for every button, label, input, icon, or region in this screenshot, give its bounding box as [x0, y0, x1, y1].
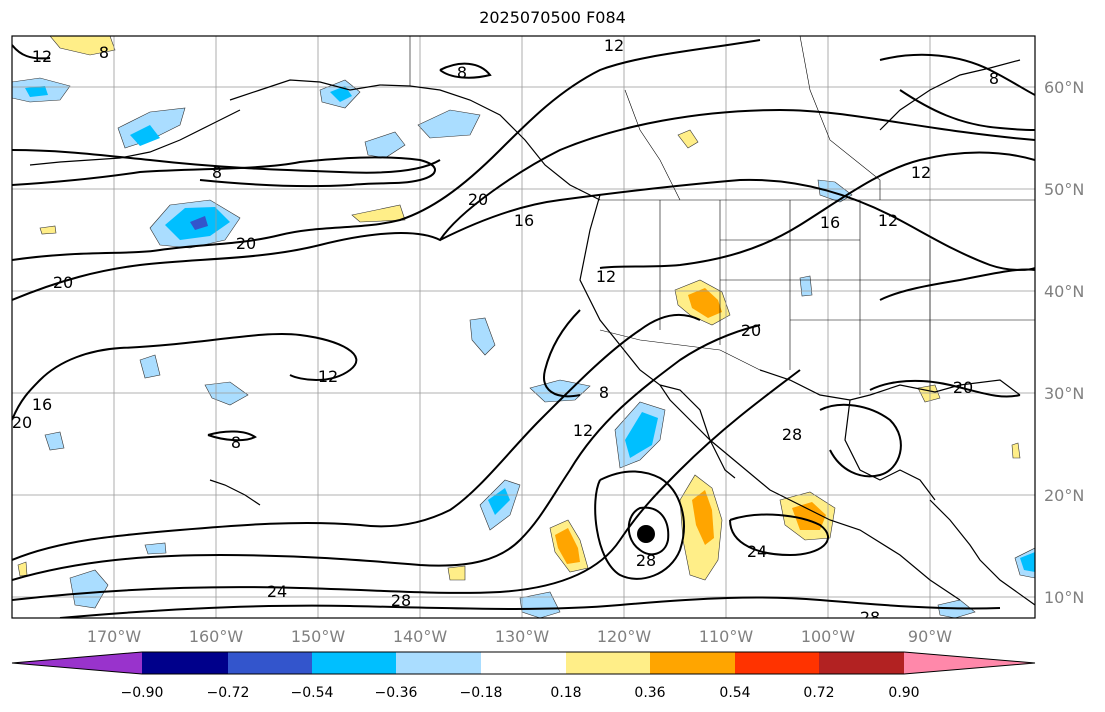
contour-label: 28	[391, 591, 411, 610]
contour-label: 20	[953, 378, 973, 397]
contour-label: 28	[860, 608, 880, 627]
contour-label: 12	[596, 267, 616, 286]
contour-label: 12	[911, 163, 931, 182]
contour-label: 12	[318, 367, 338, 386]
colorbar-segment	[312, 652, 396, 674]
lon-label: 90°W	[908, 627, 952, 646]
contour-label: 20	[741, 321, 761, 340]
colorbar-tick: 0.18	[550, 685, 581, 701]
contour-label: 8	[599, 383, 609, 402]
political-borders	[409, 36, 1035, 395]
longitude-labels: 170°W 160°W 150°W 140°W 130°W 120°W 110°…	[87, 627, 952, 646]
colorbar-min-extend	[12, 652, 142, 674]
map-title: 2025070500 F084	[479, 8, 626, 27]
contour-label: 8	[212, 163, 222, 182]
lat-label: 10°N	[1044, 588, 1084, 607]
colorbar-segment	[396, 652, 481, 674]
storm-center-marker	[637, 525, 655, 543]
coastlines	[29, 59, 1035, 606]
contour-label: 20	[12, 413, 32, 432]
colorbar-tick: −0.36	[375, 685, 418, 701]
lat-label: 20°N	[1044, 486, 1084, 505]
colorbar-segment	[481, 652, 566, 674]
colorbar-max-extend	[904, 652, 1035, 674]
contour-label: 12	[878, 211, 898, 230]
lon-label: 120°W	[597, 627, 652, 646]
contour-label: 24	[747, 542, 767, 561]
lat-label: 40°N	[1044, 282, 1084, 301]
contour-label-group: 12 8 8 12 8 20 20 16 12 16 12 12 20 12 8…	[12, 36, 999, 627]
lon-label: 170°W	[87, 627, 142, 646]
contour-lines	[12, 39, 1035, 618]
colorbar-tick: 0.90	[888, 685, 919, 701]
colorbar-outline	[11, 651, 1036, 675]
lat-label: 50°N	[1044, 180, 1084, 199]
colorbar-tick: 0.72	[803, 685, 834, 701]
colorbar-segment	[566, 652, 650, 674]
contour-label: 16	[514, 211, 534, 230]
colorbar-tick: 0.36	[634, 685, 665, 701]
colorbar-segment	[735, 652, 819, 674]
contour-label: 20	[236, 234, 256, 253]
lon-label: 140°W	[393, 627, 448, 646]
lon-label: 150°W	[291, 627, 346, 646]
contour-label: 8	[989, 69, 999, 88]
contour-label: 8	[231, 433, 241, 452]
lon-label: 100°W	[801, 627, 856, 646]
contour-label: 8	[457, 63, 467, 82]
contour-label: 12	[573, 421, 593, 440]
graticule	[12, 36, 1035, 618]
contour-label: 24	[267, 582, 287, 601]
lon-label: 110°W	[699, 627, 754, 646]
contour-label: 28	[782, 425, 802, 444]
lat-label: 30°N	[1044, 384, 1084, 403]
colorbar-segment	[819, 652, 904, 674]
strong-positive-shading	[555, 288, 826, 564]
contour-label: 16	[820, 213, 840, 232]
lat-label: 60°N	[1044, 78, 1084, 97]
contour-label: 20	[53, 273, 73, 292]
contour-label: 20	[468, 190, 488, 209]
colorbar-tick: −0.90	[121, 685, 164, 701]
colorbar-ticks: −0.90 −0.72 −0.54 −0.36 −0.18 0.18 0.36 …	[121, 685, 920, 701]
colorbar-tick: −0.18	[460, 685, 503, 701]
contour-label: 8	[99, 43, 109, 62]
colorbar-tick: −0.72	[207, 685, 250, 701]
colorbar-segment	[650, 652, 735, 674]
contour-label: 12	[604, 36, 624, 55]
lon-label: 130°W	[495, 627, 550, 646]
deep-negative-shading	[190, 216, 208, 230]
colorbar-tick: −0.54	[291, 685, 334, 701]
colorbar	[11, 651, 1036, 675]
latitude-labels: 60°N 50°N 40°N 30°N 20°N 10°N	[1044, 78, 1084, 607]
map-area	[12, 36, 1035, 618]
contour-label: 28	[636, 551, 656, 570]
colorbar-tick: 0.54	[719, 685, 750, 701]
colorbar-segment	[228, 652, 312, 674]
map-frame	[11, 35, 1036, 619]
colorbar-segment	[142, 652, 228, 674]
contour-label: 16	[32, 395, 52, 414]
lon-label: 160°W	[189, 627, 244, 646]
contour-label: 12	[32, 47, 52, 66]
